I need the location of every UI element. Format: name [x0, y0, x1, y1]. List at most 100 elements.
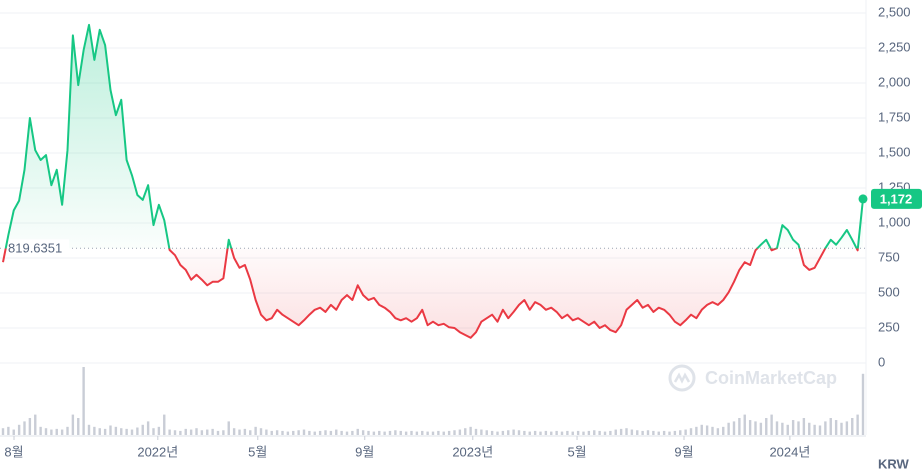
- volume-bar: [383, 431, 386, 435]
- volume-bar: [598, 430, 601, 435]
- volume-bar: [1, 428, 5, 435]
- volume-bar: [275, 430, 279, 435]
- volume-bar: [582, 431, 585, 435]
- volume-bar: [512, 429, 515, 435]
- x-tick-label: 2024년: [769, 444, 810, 459]
- volume-bar: [206, 429, 209, 435]
- volume-bar: [259, 428, 263, 435]
- volume-bar: [544, 430, 548, 435]
- volume-bar: [265, 429, 268, 435]
- volume-bar: [695, 426, 698, 435]
- volume-bar: [351, 430, 354, 435]
- volume-bar: [146, 421, 150, 435]
- volume-bar: [636, 430, 639, 435]
- volume-bar: [442, 431, 445, 435]
- volume-bar: [490, 430, 494, 435]
- volume: [1, 367, 865, 435]
- volume-bar: [679, 430, 682, 435]
- volume-bar: [254, 426, 257, 435]
- price-tag: [871, 188, 922, 209]
- baseline-label: 819.6351: [8, 241, 62, 256]
- volume-bar: [469, 426, 472, 435]
- volume-bar: [625, 428, 628, 435]
- volume-bar: [824, 421, 827, 435]
- volume-bar: [329, 430, 333, 435]
- y-tick-label: 0: [878, 354, 885, 369]
- volume-bar: [517, 430, 521, 435]
- volume-bar: [480, 429, 483, 435]
- volume-bar: [770, 414, 773, 435]
- volume-bar: [93, 426, 96, 435]
- x-tick-label: 2022년: [137, 444, 178, 459]
- volume-bar: [114, 426, 118, 435]
- y-tick-label: 500: [878, 284, 900, 299]
- volume-bar: [507, 430, 510, 435]
- y-tick-label: 250: [878, 319, 900, 334]
- volume-bar: [501, 430, 505, 435]
- volume-bar: [394, 430, 397, 435]
- volume-bar: [662, 430, 666, 435]
- volume-bar: [50, 429, 53, 435]
- x-tick-label: 2023년: [452, 444, 493, 459]
- volume-bar: [23, 421, 26, 435]
- volume-bar: [840, 422, 843, 435]
- volume-bar: [211, 428, 214, 435]
- volume-bar: [700, 424, 703, 435]
- volume-bar: [39, 426, 42, 435]
- volume-bar: [453, 430, 456, 435]
- y-tick-label: 750: [878, 249, 900, 264]
- volume-bar: [270, 430, 273, 435]
- volume-bar: [227, 421, 230, 435]
- volume-bar: [437, 430, 440, 435]
- volume-bar: [335, 429, 338, 435]
- price-tag-label: 1,172: [880, 191, 913, 206]
- volume-bar: [157, 426, 161, 435]
- plot: 819.6351 1,172: [0, 23, 922, 339]
- volume-bar: [609, 430, 612, 435]
- volume-bar: [232, 428, 236, 435]
- volume-bar: [496, 431, 499, 435]
- volume-bar: [748, 420, 752, 435]
- volume-bar: [431, 431, 435, 435]
- watermark: CoinMarketCap: [668, 364, 837, 392]
- volume-bar: [754, 421, 757, 435]
- volume-bar: [705, 425, 709, 435]
- volume-bar: [426, 431, 429, 435]
- volume-bar: [474, 428, 478, 435]
- watermark-logo-mark: [673, 372, 691, 384]
- volume-bar: [781, 422, 784, 435]
- volume-bar: [324, 430, 327, 435]
- volume-bar: [7, 426, 10, 435]
- volume-bar: [415, 431, 419, 435]
- volume-bar: [818, 425, 822, 435]
- y-tick-label: 1,750: [878, 109, 911, 124]
- volume-bar: [533, 430, 537, 435]
- baseline-label-bg: [3, 239, 69, 258]
- y-tick-label: 2,500: [878, 4, 911, 19]
- volume-bar: [689, 428, 693, 435]
- volume-bar: [292, 430, 295, 435]
- volume-bar: [786, 424, 789, 435]
- volume-bar: [361, 430, 365, 435]
- volume-bar: [60, 429, 64, 435]
- volume-bar: [404, 431, 408, 435]
- volume-bar: [464, 428, 467, 435]
- volume-bar: [421, 430, 424, 435]
- volume-bar: [44, 428, 48, 435]
- x-tick-label: 5월: [567, 444, 586, 459]
- volume-bar: [82, 367, 85, 435]
- volume-bar: [722, 426, 725, 435]
- volume-bar: [308, 430, 311, 435]
- volume-bar: [539, 431, 542, 435]
- volume-bar: [378, 430, 381, 435]
- volume-bar: [845, 421, 849, 435]
- volume-bar: [195, 428, 198, 435]
- volume-bar: [28, 418, 32, 435]
- volume-bar: [603, 431, 607, 435]
- volume-bar: [485, 430, 488, 435]
- volume-bar: [576, 430, 580, 435]
- volume-bar: [340, 430, 343, 435]
- volume-bar: [152, 428, 155, 435]
- volume-bar: [318, 430, 322, 435]
